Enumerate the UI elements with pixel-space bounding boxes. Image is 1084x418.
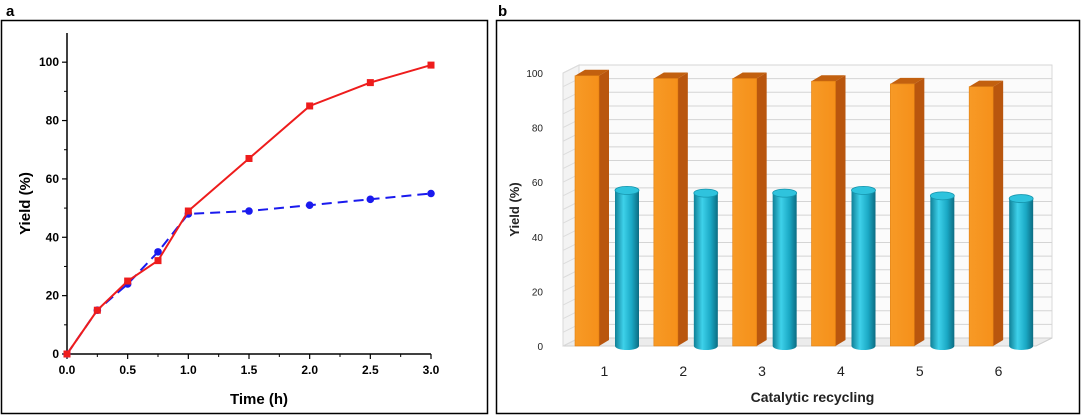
orange-bar-side [599,69,609,346]
y-tick-label: 0 [537,342,543,353]
cyan-cylinder-top [851,185,876,195]
x-tick-label: 6 [995,363,1003,379]
series-blue-point [154,248,162,256]
y-tick-label: 80 [46,114,60,128]
cyan-cylinder [615,190,639,350]
y-tick-label: 20 [46,289,60,303]
series-red-point [366,79,374,87]
series-red-point [245,154,253,162]
panel-a-frame [0,19,489,415]
y-tick-label: 60 [46,172,60,186]
x-tick-label: 1.5 [241,363,258,377]
orange-bar [968,86,994,347]
x-tick-label: 1.0 [180,363,197,377]
x-tick-label: 0.0 [59,363,76,377]
x-tick-label: 3.0 [423,363,440,377]
y-tick-label: 20 [532,287,544,298]
orange-bar-side [914,77,925,347]
series-red-point [154,257,162,265]
series-red-point [427,61,435,69]
x-axis-label: Time (h) [230,391,288,408]
orange-bar-top [575,69,609,76]
orange-bar-side [993,80,1004,347]
orange-bar-side [835,75,846,346]
series-red-point [93,306,101,314]
gridline-side [562,64,580,74]
y-axis-label: Yield (%) [507,182,522,236]
y-tick-label: 80 [532,124,544,135]
series-blue-point [427,189,435,198]
cyan-cylinder-top [614,185,640,195]
cyan-cylinder [772,193,797,350]
orange-bar-top [969,80,1004,87]
panel-label-a: a [6,3,15,20]
x-tick-label: 2.5 [362,363,379,377]
cyan-cylinder-top [693,188,719,198]
orange-bar-top [890,77,925,84]
orange-bar-top [811,75,846,82]
y-tick-label: 0 [52,347,59,361]
series-blue-point [366,195,375,204]
y-tick-label: 40 [46,230,60,244]
orange-bar [653,78,679,347]
orange-bar [574,75,600,347]
orange-bar-top [653,72,688,79]
series-red-point [184,207,192,215]
cyan-cylinder [693,193,718,350]
x-axis-label: Catalytic recycling [751,389,875,405]
cyan-cylinder-top [772,188,798,198]
series-red-point [306,102,314,110]
x-tick-label: 1 [601,363,609,379]
cyan-cylinder-top [1008,194,1034,203]
series-blue-point [245,207,253,215]
y-tick-label: 100 [526,69,543,80]
x-tick-label: 0.5 [119,363,136,377]
x-tick-label: 4 [837,363,845,379]
orange-bar-side [677,72,688,347]
cyan-cylinder-top [929,191,955,201]
chart-a-yield-vs-time: 0.0 0.5 1.0 1.5 2.0 2.5 3.0 0 20 40 60 80 100 Time (h… [0,19,489,415]
y-tick-label: 60 [532,178,544,189]
y-axis-label: Yield (%) [17,172,34,235]
orange-bar [811,80,836,347]
cyan-cylinder [851,190,876,350]
orange-bar [890,83,915,347]
series-red-point [63,350,71,358]
x-tick-label: 3 [758,363,766,379]
x-tick-label: 2 [679,363,687,379]
cyan-cylinder [930,195,955,350]
series-red-point [124,277,132,285]
orange-bar-side [756,72,767,347]
orange-bar [732,78,757,347]
x-tick-label: 5 [916,363,924,379]
series-blue-point [305,201,314,209]
panel-label-b: b [498,3,508,20]
orange-bar-top [732,72,767,79]
x-tick-label: 2.0 [301,363,318,377]
y-tick-label: 100 [39,55,59,69]
cyan-cylinder [1009,198,1034,350]
y-tick-label: 40 [532,233,544,244]
